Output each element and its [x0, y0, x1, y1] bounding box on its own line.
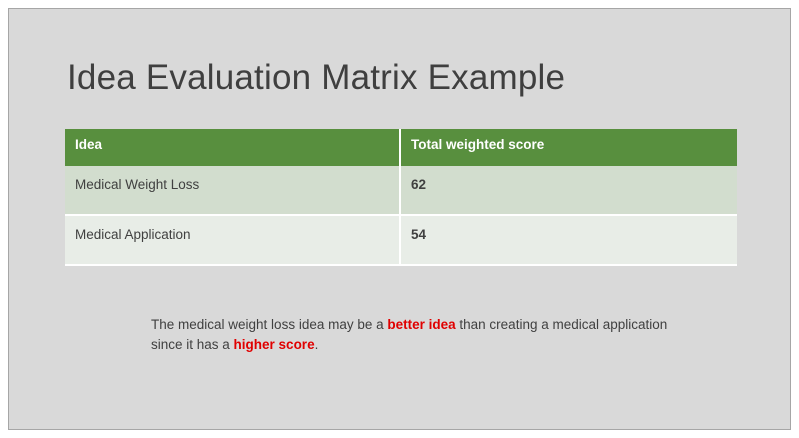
column-header-total-weighted-score: Total weighted score	[401, 129, 737, 166]
table-row: Medical Application 54	[65, 216, 737, 266]
note-highlight-better-idea: better idea	[387, 317, 456, 332]
column-header-idea: Idea	[65, 129, 401, 166]
slide-frame: Idea Evaluation Matrix Example Idea Tota…	[8, 8, 791, 430]
note-text-part: The medical weight loss idea may be a	[151, 317, 388, 332]
note-highlight-higher-score: higher score	[233, 337, 315, 352]
table-header: Idea Total weighted score	[65, 129, 737, 166]
cell-total-weighted-score: 54	[401, 216, 737, 266]
note-text-part: than creating a medical application sinc…	[151, 317, 668, 352]
page-title: Idea Evaluation Matrix Example	[67, 58, 566, 97]
note-text-part: .	[314, 337, 319, 352]
table-header-row: Idea Total weighted score	[65, 129, 737, 166]
idea-evaluation-table: Idea Total weighted score Medical Weight…	[65, 129, 737, 266]
cell-idea-name: Medical Weight Loss	[65, 166, 401, 216]
cell-total-weighted-score: 62	[401, 166, 737, 216]
cell-idea-name: Medical Application	[65, 216, 401, 266]
slide-canvas: Idea Evaluation Matrix Example Idea Tota…	[9, 9, 790, 429]
table-row: Medical Weight Loss 62	[65, 166, 737, 216]
summary-note: The medical weight loss idea may be a be…	[151, 315, 671, 355]
table-body: Medical Weight Loss 62 Medical Applicati…	[65, 166, 737, 266]
